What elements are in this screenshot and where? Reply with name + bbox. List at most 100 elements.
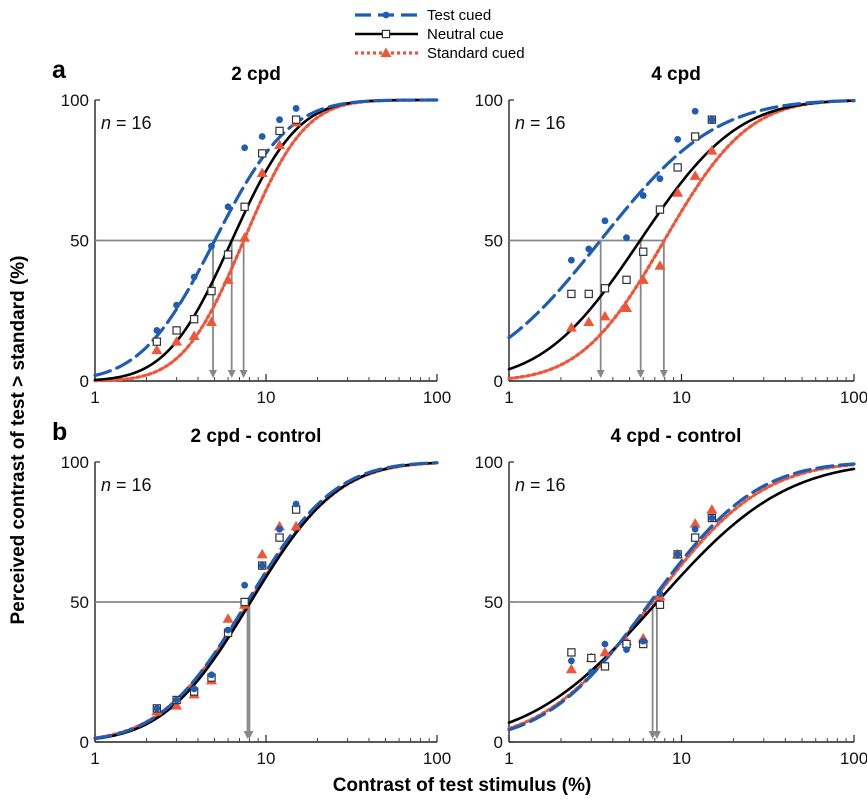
- chart-panel: 1 10 100 0 50 100 2 cpd a n = 16: [52, 56, 451, 407]
- y-tick-label: 0: [80, 372, 89, 391]
- x-tick-label: 100: [840, 388, 867, 407]
- data-point: [190, 273, 198, 281]
- data-point: [600, 284, 610, 293]
- data-point: [153, 705, 161, 712]
- pse-arrowhead: [239, 370, 248, 378]
- data-point: [276, 525, 283, 533]
- data-point: [672, 187, 684, 197]
- data-point: [274, 139, 286, 149]
- data-point: [623, 234, 630, 242]
- x-tick-label: 10: [672, 388, 691, 407]
- data-point: [224, 203, 232, 211]
- pse-arrowhead: [245, 731, 254, 739]
- fit-curves: [507, 98, 856, 381]
- data-point: [567, 648, 576, 657]
- data-point: [639, 637, 647, 645]
- data-point: [601, 640, 609, 648]
- panel-title: 2 cpd: [231, 64, 281, 85]
- data-point: [584, 289, 593, 299]
- data-point: [689, 518, 701, 528]
- data-point: [258, 562, 266, 569]
- data-point: [708, 116, 716, 124]
- data-point: [240, 597, 249, 607]
- x-tick-label: 1: [90, 749, 99, 768]
- data-point: [654, 260, 666, 270]
- fit-curve: [507, 467, 856, 724]
- data-point: [241, 581, 249, 589]
- data-point: [224, 626, 232, 634]
- chart-panel: 1 10 100 0 50 100 4 cpd n = 16: [475, 64, 867, 407]
- data-point: [587, 653, 596, 663]
- y-tick-label: 50: [70, 593, 89, 612]
- data-point: [290, 520, 302, 531]
- legend-label: Test cued: [427, 7, 491, 24]
- x-tick-label: 100: [423, 749, 451, 768]
- data-point: [655, 205, 665, 214]
- data-point: [706, 504, 718, 514]
- data-point: [275, 533, 284, 542]
- data-points: [151, 500, 302, 716]
- pse-guides: [509, 601, 661, 739]
- fit-curve: [93, 461, 439, 740]
- data-point: [292, 500, 300, 508]
- data-point: [565, 663, 577, 674]
- data-point: [637, 274, 649, 284]
- data-point: [171, 336, 183, 346]
- data-point: [222, 613, 234, 623]
- data-point: [655, 600, 665, 610]
- data-point: [691, 107, 699, 115]
- legend-marker: [381, 29, 391, 39]
- panel-label: b: [52, 418, 67, 446]
- sample-size-annotation: n = 16: [101, 113, 152, 133]
- y-tick-label: 0: [494, 372, 503, 391]
- pse-guides: [95, 239, 248, 378]
- data-point: [190, 685, 198, 693]
- data-point: [583, 316, 595, 326]
- legend-entry: Test cued: [355, 7, 491, 24]
- data-point: [173, 301, 180, 309]
- pse-arrowhead: [209, 370, 218, 378]
- chart-panel: 1 10 100 0 50 100 4 cpd - control n = 16: [475, 426, 867, 768]
- fit-curve: [93, 98, 439, 378]
- data-point: [565, 322, 577, 332]
- data-point: [690, 533, 700, 542]
- pse-arrowhead: [596, 370, 605, 378]
- data-point: [656, 175, 664, 183]
- pse-arrowhead: [659, 370, 668, 378]
- data-point: [291, 115, 301, 124]
- legend-marker: [380, 47, 392, 57]
- x-tick-label: 100: [423, 388, 451, 407]
- data-point: [691, 525, 699, 533]
- x-tick-label: 10: [672, 749, 691, 768]
- data-point: [674, 551, 682, 558]
- data-point: [673, 163, 682, 172]
- data-point: [587, 668, 595, 676]
- fit-curve: [93, 461, 439, 741]
- fit-curve: [507, 98, 856, 381]
- data-point: [151, 344, 163, 355]
- legend-marker: [382, 11, 390, 19]
- data-point: [239, 232, 251, 242]
- data-point: [258, 133, 266, 140]
- legend-entry: Neutral cue: [355, 26, 504, 43]
- pse-guides: [95, 601, 254, 739]
- data-point: [639, 192, 647, 199]
- data-point: [276, 116, 283, 124]
- data-point: [622, 275, 631, 285]
- y-tick-label: 0: [80, 733, 89, 752]
- y-tick-label: 100: [475, 453, 503, 472]
- data-point: [188, 330, 200, 341]
- legend-label: Standard cued: [427, 45, 525, 62]
- fit-curves: [507, 462, 856, 732]
- data-points: [151, 105, 302, 355]
- pse-arrowhead: [636, 370, 645, 378]
- data-point: [601, 217, 609, 225]
- data-point: [599, 646, 611, 657]
- data-point: [621, 302, 633, 312]
- y-tick-label: 100: [475, 91, 503, 110]
- data-point: [171, 700, 183, 710]
- sample-size-annotation: n = 16: [101, 475, 152, 495]
- x-tick-label: 100: [840, 749, 867, 768]
